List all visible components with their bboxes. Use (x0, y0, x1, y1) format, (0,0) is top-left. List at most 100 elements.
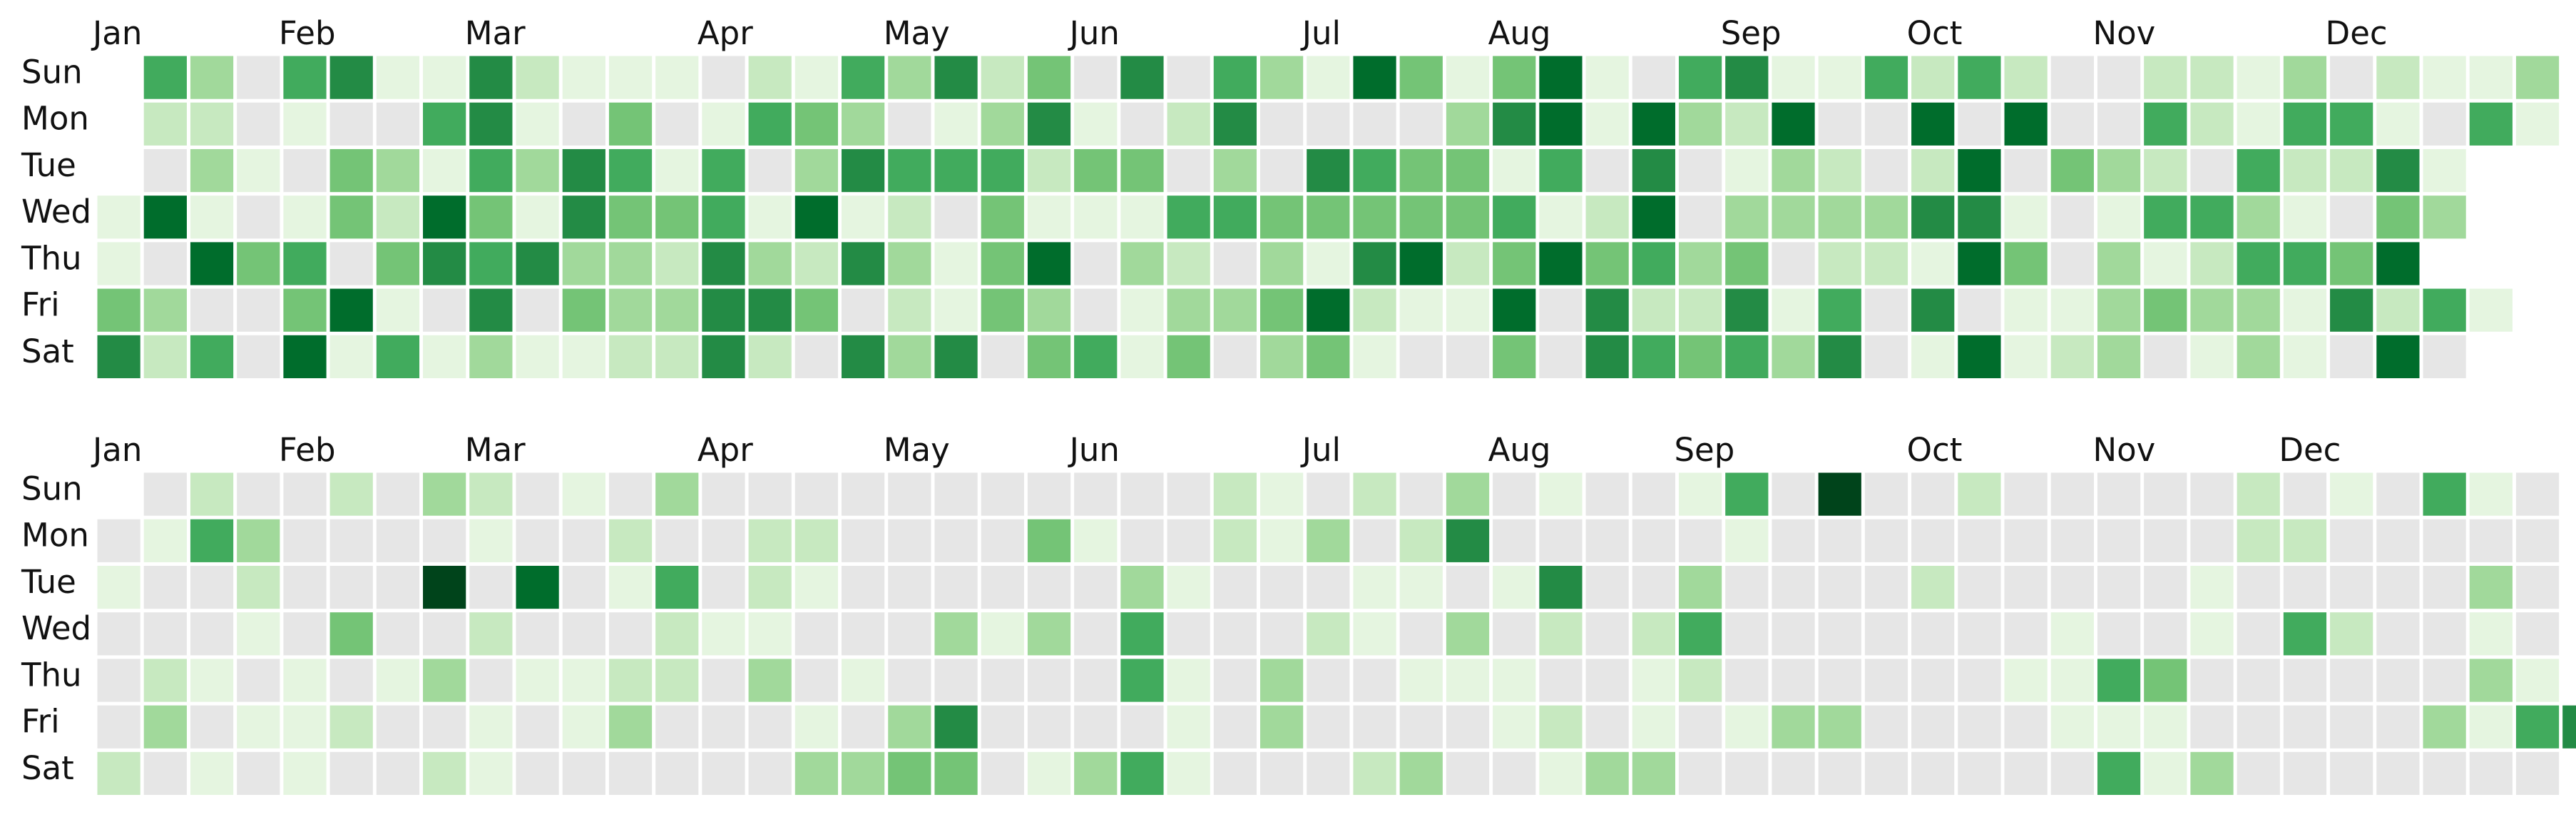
heatmap-cell (376, 705, 420, 749)
heatmap-cell (423, 242, 466, 285)
heatmap-cell (2144, 705, 2187, 749)
heatmap-cell (608, 751, 653, 796)
heatmap-cell (1493, 148, 1536, 193)
heatmap-cell (981, 242, 1024, 285)
heatmap-cell (143, 56, 187, 99)
heatmap-cell (1260, 612, 1304, 656)
heatmap-cell (1958, 335, 2001, 379)
heatmap-cell (1120, 659, 1164, 702)
heatmap-cell (1818, 56, 1861, 99)
heatmap-cell (283, 659, 327, 702)
heatmap-cell (794, 565, 839, 609)
heatmap-cell (702, 705, 745, 749)
heatmap-cell (888, 102, 931, 146)
heatmap-cell (1260, 519, 1304, 562)
heatmap-cell (1353, 472, 1396, 516)
heatmap-cell (1027, 335, 1071, 379)
heatmap-cell (1864, 56, 1908, 99)
heatmap-cell (1632, 335, 1675, 379)
heatmap-cell (143, 196, 187, 239)
heatmap-cell (1260, 56, 1304, 99)
heatmap-cell (981, 196, 1024, 239)
heatmap-cell (1074, 335, 1118, 379)
heatmap-cell (1446, 148, 1490, 193)
heatmap-cell (748, 519, 792, 562)
heatmap-cell (562, 659, 605, 702)
heatmap-cell (1772, 288, 1815, 332)
heatmap-cell (1911, 148, 1955, 193)
heatmap-cell (1493, 242, 1536, 285)
heatmap-cell (981, 565, 1024, 609)
heatmap-cell (934, 196, 978, 239)
heatmap-cell (1911, 56, 1955, 99)
heatmap-cell (1911, 288, 1955, 332)
heatmap-cell (2190, 659, 2234, 702)
heatmap-cell (562, 102, 605, 146)
heatmap-cell (1958, 102, 2001, 146)
heatmap-cell (1027, 519, 1071, 562)
heatmap-cell (2144, 335, 2187, 379)
heatmap-cell (1539, 335, 1583, 379)
heatmap-cell (1725, 659, 1769, 702)
heatmap-cell (2144, 56, 2187, 99)
heatmap-cell (2237, 288, 2280, 332)
heatmap-cell (1632, 565, 1675, 609)
heatmap-cell (934, 56, 978, 99)
heatmap-cell (2423, 102, 2466, 146)
heatmap-cell (1260, 472, 1304, 516)
heatmap-cell (1725, 288, 1769, 332)
heatmap-cell (1539, 148, 1583, 193)
heatmap-cell (1074, 472, 1118, 516)
month-label-feb: Feb (279, 431, 336, 469)
heatmap-cell (2515, 472, 2560, 516)
heatmap-cell (1678, 751, 1722, 796)
heatmap-cell (2097, 565, 2141, 609)
heatmap-cell (2004, 659, 2048, 702)
heatmap-cell (748, 612, 792, 656)
heatmap-cell (1353, 242, 1396, 285)
heatmap-cell (190, 519, 234, 562)
heatmap-cell (1585, 565, 1629, 609)
heatmap-cell (2050, 242, 2094, 285)
heatmap-cell (516, 612, 559, 656)
heatmap-cell (1725, 148, 1769, 193)
heatmap-cell (2515, 612, 2560, 656)
heatmap-cell (794, 705, 839, 749)
heatmap-cell (2097, 196, 2141, 239)
heatmap-cell (655, 335, 699, 379)
heatmap-cell (1120, 242, 1164, 285)
heatmap-cell (1678, 56, 1722, 99)
month-label-nov: Nov (2092, 14, 2155, 52)
heatmap-cell (143, 519, 187, 562)
heatmap-cell (562, 612, 605, 656)
heatmap-cell (1818, 612, 1861, 656)
heatmap-cell (888, 519, 931, 562)
heatmap-cell (2376, 288, 2420, 332)
heatmap-cell (1539, 196, 1583, 239)
heatmap-cell (702, 472, 745, 516)
heatmap-cell (1213, 519, 1257, 562)
heatmap-cell (1399, 705, 1443, 749)
heatmap-cell (562, 56, 605, 99)
heatmap-cell (1120, 751, 1164, 796)
heatmap-cell (2423, 196, 2466, 239)
heatmap-cell (2515, 56, 2560, 99)
heatmap-cell (1446, 565, 1490, 609)
heatmap-cell (2237, 751, 2280, 796)
heatmap-cell (237, 705, 280, 749)
heatmap-cell (1911, 242, 1955, 285)
heatmap-cell (1772, 196, 1815, 239)
heatmap-cell (1353, 565, 1396, 609)
heatmap-cell (842, 751, 885, 796)
heatmap-cell (1260, 565, 1304, 609)
heatmap-cell (934, 519, 978, 562)
heatmap-cell (2283, 751, 2327, 796)
heatmap-cell (1911, 196, 1955, 239)
heatmap-cell (2004, 612, 2048, 656)
heatmap-cell (1818, 565, 1861, 609)
heatmap-cell (423, 612, 466, 656)
heatmap-cell (237, 659, 280, 702)
heatmap-cell (934, 565, 978, 609)
